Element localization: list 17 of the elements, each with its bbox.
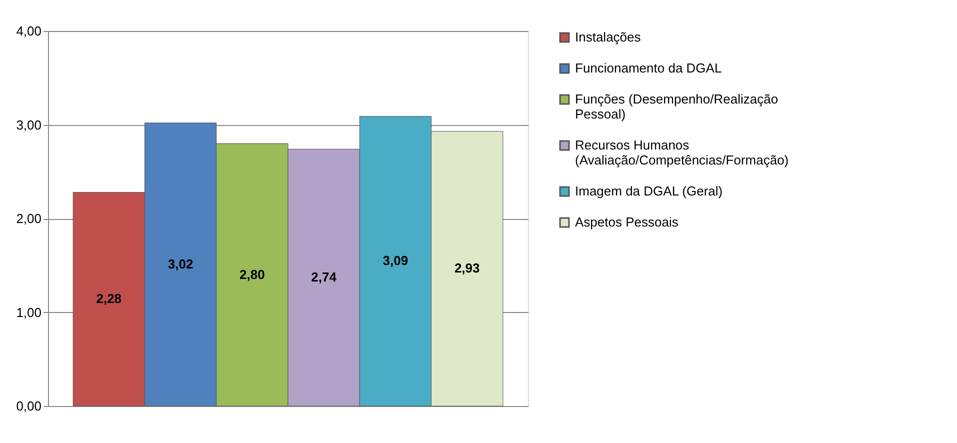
- text: 2,28: [96, 291, 122, 306]
- text: 2,93: [454, 260, 480, 276]
- y-tick-label: 0,00: [16, 398, 42, 414]
- y-tick-label: 2,00: [16, 211, 42, 226]
- legend-label: Aspetos Pessoais: [575, 214, 679, 230]
- legend-label: Imagem da DGAL (Geral): [575, 184, 723, 198]
- y-tick-label: 4,00: [16, 24, 42, 38]
- legend-label: Funcionamento da DGAL: [575, 60, 722, 76]
- text: 2,80: [240, 266, 265, 282]
- legend-label: Funções (Desempenho/Realização Pessoal): [575, 92, 778, 122]
- y-tick-label: 3,00: [16, 117, 42, 132]
- y-tick-label: 1,00: [16, 304, 42, 320]
- text: 3,09: [382, 253, 408, 268]
- text: 3,02: [168, 256, 194, 272]
- legend-label: Recursos Humanos (Avaliação/Competências/Formação): [575, 138, 789, 168]
- text: 2,74: [311, 270, 336, 285]
- legend-label: Instalações: [575, 30, 642, 44]
